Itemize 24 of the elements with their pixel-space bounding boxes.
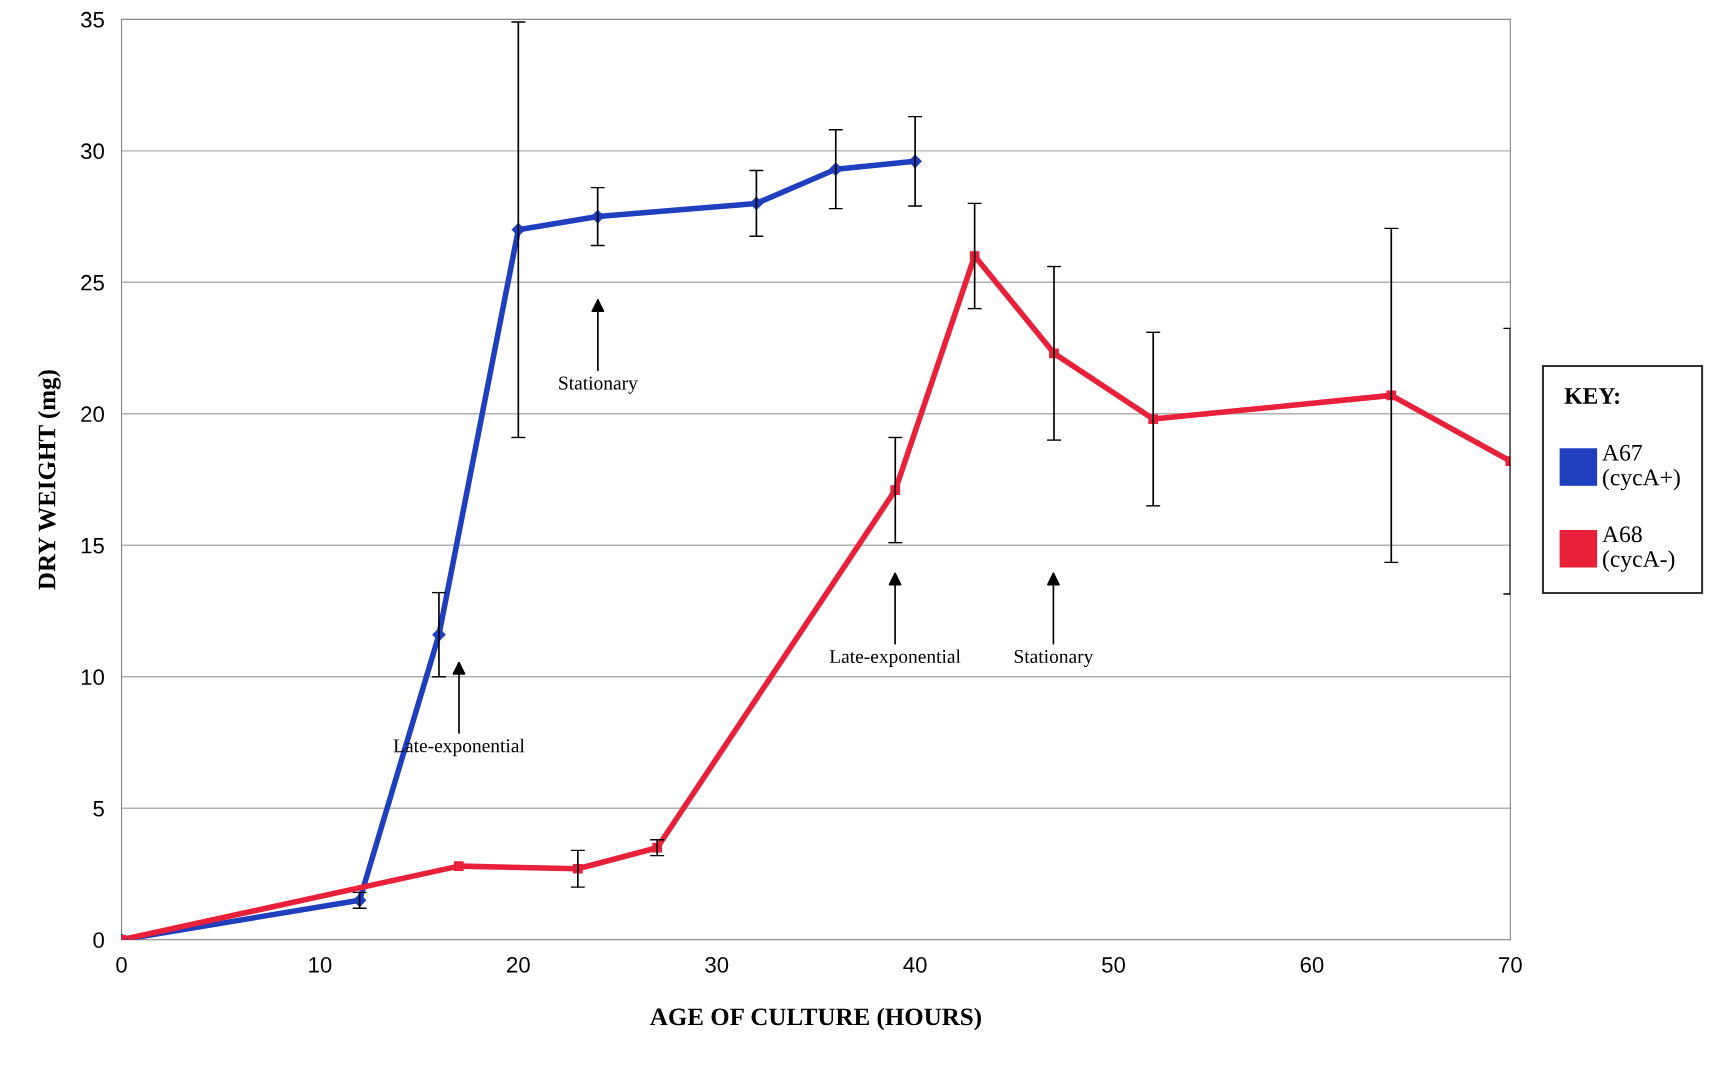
annotation: Stationary xyxy=(1014,649,1094,668)
x-tick-label: 60 xyxy=(1300,957,1324,973)
annotation: Stationary xyxy=(559,376,638,394)
y-axis-title: DRY WEIGHT (mg) xyxy=(37,370,61,590)
x-tick-label: 50 xyxy=(1102,957,1126,973)
y-tick-label: 30 xyxy=(80,143,104,160)
x-tick-label: 30 xyxy=(705,957,729,973)
y-tick-label: 25 xyxy=(81,274,104,291)
x-tick-label: 20 xyxy=(507,957,530,973)
y-tick-label: 20 xyxy=(81,406,104,423)
annotation: Late-exponential xyxy=(829,649,961,668)
y-tick-label: 15 xyxy=(81,538,104,554)
y-tick-label: 0 xyxy=(93,932,104,949)
legend-title: KEY: xyxy=(1564,388,1619,404)
x-tick-label: 70 xyxy=(1499,957,1522,973)
y-tick-label: 5 xyxy=(93,801,104,817)
y-tick-label: 10 xyxy=(81,669,104,686)
legend-label: A67 (cycA+) xyxy=(1602,444,1680,491)
legend-label: A68 (cycA-) xyxy=(1602,526,1675,572)
x-axis-title: AGE OF CULTURE (HOURS) xyxy=(650,1007,981,1031)
y-tick-label: 35 xyxy=(80,11,104,28)
x-tick-label: 0 xyxy=(116,957,127,973)
x-tick-label: 40 xyxy=(903,957,927,973)
x-tick-label: 10 xyxy=(309,957,332,973)
